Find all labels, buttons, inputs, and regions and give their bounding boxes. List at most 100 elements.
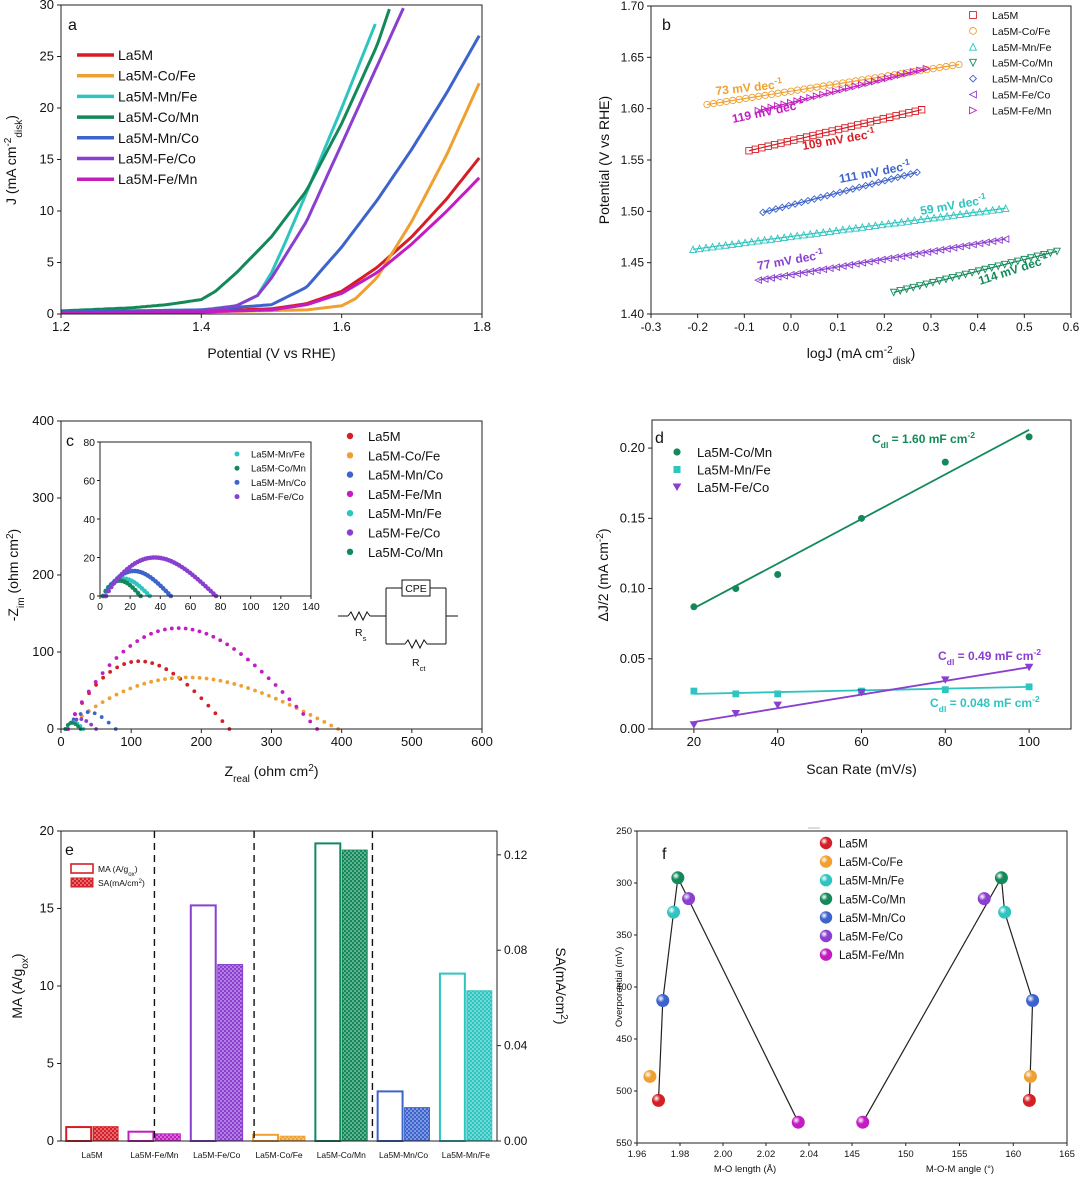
legend-swatch-ma	[70, 863, 94, 874]
data-point	[690, 687, 698, 695]
label-part: )	[3, 115, 19, 120]
data-point	[754, 106, 763, 115]
data-ball-angle	[1023, 1069, 1037, 1083]
data-point	[857, 688, 866, 697]
y-tick-label: 15	[40, 152, 54, 167]
data-point	[135, 590, 141, 596]
data-point	[121, 689, 126, 694]
label-part: )	[911, 345, 916, 361]
legend-label: MA (A/gox)	[98, 864, 138, 878]
x-tick-label: 400	[331, 734, 353, 749]
label-part: 0.00	[504, 1134, 528, 1148]
label-part: Z	[225, 763, 234, 779]
slope-label: 111 mV dec-1	[838, 156, 912, 186]
y-tick-label: 0.00	[620, 721, 645, 736]
label-part: La5M-Fe/Co	[251, 492, 304, 503]
label-part: 0	[97, 601, 103, 613]
panel-letter-c: c	[66, 433, 74, 450]
data-point	[870, 77, 879, 86]
data-ball-length	[671, 871, 685, 885]
data-ball-angle	[977, 892, 991, 906]
y-tick-label: 0.05	[620, 651, 645, 666]
data-point	[767, 103, 776, 112]
legend-label: La5M	[118, 47, 153, 63]
label-part: a	[68, 17, 77, 34]
legend-label: La5M-Fe/Co	[697, 480, 769, 495]
x-axis-title: logJ (mA cm-2disk)	[807, 345, 916, 367]
data-point	[1025, 433, 1033, 441]
data-point	[206, 703, 211, 708]
y-tick-label: 500	[616, 1086, 632, 1097]
y-tick-label-right: 0.00	[504, 1134, 528, 1148]
label-part: R	[412, 657, 420, 669]
x-tick-label: 20	[687, 734, 701, 749]
label-part: 0.5	[1016, 320, 1033, 334]
label-part: 600	[471, 734, 493, 749]
label-part: Scan Rate (mV/s)	[806, 761, 916, 777]
data-point	[259, 669, 264, 674]
cdl-annotation: Cdl = 0.49 mF cm-2	[938, 647, 1041, 667]
label-part: La5M-Co/Mn	[839, 894, 905, 906]
bar-ma	[189, 904, 217, 1143]
label-part: -2	[967, 430, 975, 440]
label-part: -1	[774, 75, 783, 86]
label-part: 5	[47, 1056, 54, 1071]
x-category-label: La5M-Co/Fe	[255, 1150, 303, 1160]
x-tick-label: 100	[120, 734, 142, 749]
x-tick-label: -0.3	[641, 320, 662, 334]
panel-b: -0.3 -0.2 -0.1 0.0 0.1 0.2 0.3 0.4 0.5 0.6 1.40 1.4…	[596, 0, 1080, 367]
label-part: 20	[124, 601, 136, 613]
legend-label: La5M-Co/Mn	[368, 545, 443, 560]
label-part: La5M-Mn/Co	[992, 74, 1053, 86]
data-point	[329, 723, 334, 728]
x-tick-label: 40	[770, 734, 784, 749]
y-tick-label: 0	[47, 1133, 54, 1148]
data-point	[812, 92, 821, 101]
data-point	[761, 105, 770, 114]
y-tick-label: 400	[32, 413, 54, 428]
label-part: 150	[898, 1149, 914, 1160]
label-part: La5M-Fe/Mn	[130, 1150, 178, 1160]
y-tick-label: 60	[83, 476, 95, 488]
label-part: -2	[595, 533, 606, 542]
bar-ma	[65, 1126, 93, 1143]
data-point	[197, 675, 202, 680]
x-tick-label: 80	[938, 734, 952, 749]
fit-line	[758, 238, 1006, 281]
label-part: 140	[302, 601, 320, 613]
data-point	[322, 720, 327, 724]
legend-label: La5M-Mn/Co	[992, 74, 1053, 86]
label-part: )	[142, 878, 145, 888]
y-tick-label: 400	[616, 982, 632, 993]
bar-sa	[92, 1126, 119, 1142]
bar-sa	[154, 1133, 181, 1142]
data-point	[211, 677, 216, 682]
data-point	[913, 168, 921, 177]
data-point	[218, 638, 223, 643]
y-tick-label: 1.45	[621, 256, 645, 270]
x-category-label: La5M-Mn/Co	[379, 1150, 428, 1160]
data-point	[922, 64, 931, 73]
label-part: 0.08	[504, 943, 528, 957]
data-point	[156, 678, 160, 683]
data-point	[190, 627, 195, 632]
label-part: 1.55	[621, 153, 645, 167]
data-point	[793, 97, 802, 105]
label-part: 10	[40, 203, 54, 218]
label-part: La5M-Mn/Fe	[118, 88, 198, 104]
label-part: f	[662, 846, 667, 863]
y-tick-label: 100	[32, 644, 54, 659]
x-tick-label: 0	[57, 734, 64, 749]
label-part: La5M	[82, 1150, 103, 1160]
legend-marker	[346, 548, 354, 555]
resistor-rct	[404, 638, 428, 650]
data-point	[786, 98, 795, 107]
x-axis-title-right: M-O-M angle (°)	[926, 1164, 994, 1175]
data-ball-length	[656, 994, 670, 1008]
data-point	[896, 71, 905, 80]
data-ball-angle	[998, 905, 1012, 919]
data-point	[864, 79, 873, 88]
panel-e: La5M La5M-Fe/Mn La5M-Fe/Co La5M-Co/Fe La5M-C…	[9, 823, 570, 1160]
y-tick-label-right: 0.08	[504, 943, 528, 957]
slope-label: 77 mV dec-1	[756, 246, 825, 273]
